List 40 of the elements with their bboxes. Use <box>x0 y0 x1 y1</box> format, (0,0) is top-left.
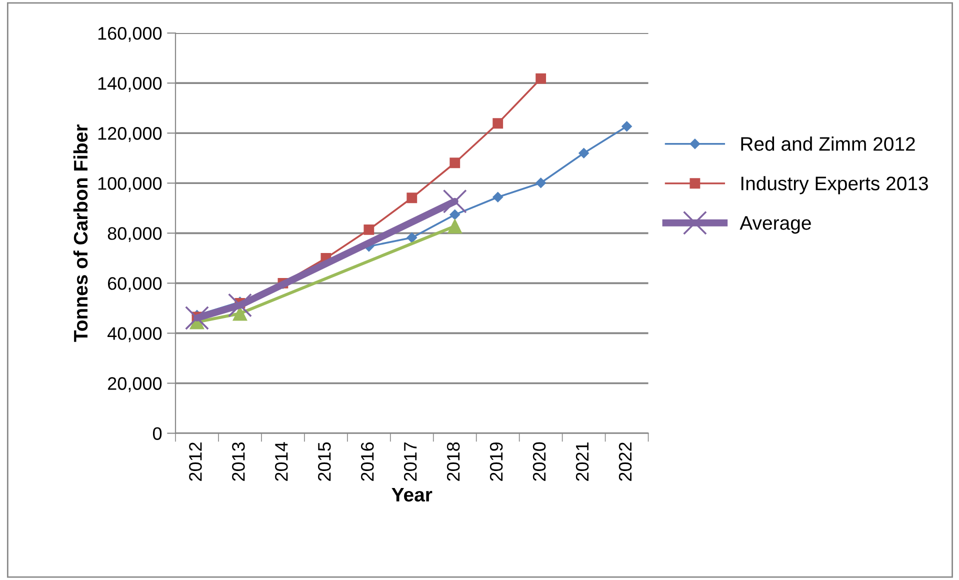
y-tick-label: 80,000 <box>108 227 162 242</box>
point <box>492 192 504 202</box>
point <box>184 306 210 330</box>
x-tick-label: 2019 <box>490 442 503 481</box>
point <box>364 224 374 235</box>
x-tick-label: 2017 <box>404 442 417 481</box>
x-tick-label: 2021 <box>576 442 589 481</box>
legend-label: Average <box>740 216 811 234</box>
y-tick-label: 60,000 <box>108 277 162 292</box>
x-tick-label: 2022 <box>618 442 632 481</box>
point <box>442 189 467 214</box>
point <box>578 148 590 158</box>
x-tick-label: 2016 <box>360 442 374 481</box>
x-tick-label: 2013 <box>232 442 245 481</box>
x-tick-label: 2015 <box>318 442 331 481</box>
y-tick-label: 0 <box>152 427 162 440</box>
x-tick-label: 2020 <box>532 442 546 481</box>
x-tick-label: 2012 <box>189 442 202 481</box>
point <box>536 73 546 84</box>
y-tick-label: 20,000 <box>108 377 162 392</box>
point <box>622 121 632 132</box>
point <box>536 178 546 188</box>
point <box>406 232 418 243</box>
y-tick-label: 100,000 <box>98 177 162 192</box>
point <box>492 118 504 129</box>
y-axis-title: Tonnes of Carbon Fiber <box>73 124 88 342</box>
point <box>450 158 460 168</box>
y-tick-label: 140,000 <box>98 77 162 92</box>
x-tick-label: 2014 <box>275 442 288 481</box>
y-tick-label: 120,000 <box>98 127 162 142</box>
point <box>406 192 418 204</box>
x-tick-label: 2018 <box>446 442 460 481</box>
x-axis-title: Year <box>392 488 432 502</box>
point <box>450 209 460 220</box>
point <box>448 218 462 234</box>
legend-label: Red and Zimm 2012 <box>741 136 915 151</box>
legend-label: Industry Experts 2013 <box>741 176 928 194</box>
point <box>228 293 252 318</box>
y-tick-label: 40,000 <box>108 327 162 342</box>
y-tick-label: 160,000 <box>98 26 162 42</box>
